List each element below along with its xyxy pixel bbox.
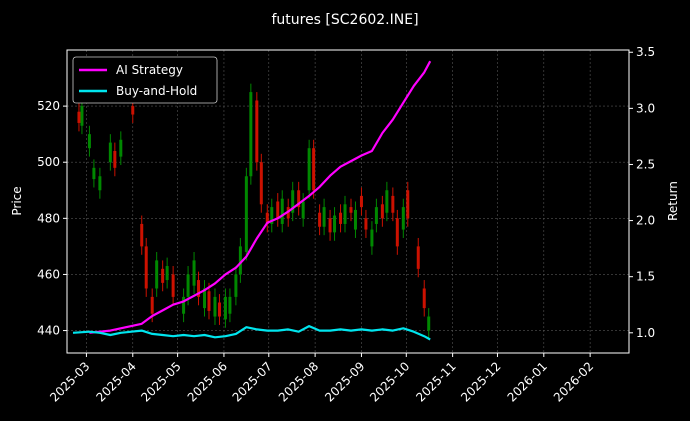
candle-body xyxy=(427,316,431,331)
candle-body xyxy=(391,195,395,213)
y2-tick-label: 2.5 xyxy=(636,157,655,171)
candle-body xyxy=(238,246,242,275)
candle-body xyxy=(92,167,96,180)
candle-body xyxy=(255,100,259,163)
candle-body xyxy=(87,134,91,149)
candle-body xyxy=(186,274,190,297)
candle-body xyxy=(270,207,274,224)
candle-body xyxy=(150,296,154,314)
candle-body xyxy=(401,207,405,230)
candle-body xyxy=(380,204,384,219)
candle-body xyxy=(406,190,410,219)
candle-body xyxy=(108,142,112,163)
candle-body xyxy=(297,190,301,208)
candle-body xyxy=(312,148,316,191)
y2-tick-label: 3.0 xyxy=(636,101,655,115)
y2-axis-title: Return xyxy=(666,181,680,221)
candle-body xyxy=(307,148,311,191)
candle-body xyxy=(291,190,295,213)
candle-body xyxy=(203,288,207,309)
y-axis-title: Price xyxy=(10,186,24,215)
legend-box xyxy=(72,56,218,104)
y2-tick-label: 1.5 xyxy=(636,270,655,284)
candle-body xyxy=(207,291,211,311)
candle-body xyxy=(359,195,363,208)
candle-body xyxy=(353,209,357,230)
legend: AI Strategy Buy-and-Hold xyxy=(72,56,218,104)
candle-body xyxy=(213,296,217,317)
candle-body xyxy=(385,190,389,213)
candle-body xyxy=(416,246,420,269)
candle-body xyxy=(318,212,322,227)
y-tick-label: 520 xyxy=(37,99,60,113)
candle-body xyxy=(276,201,280,219)
candle-body xyxy=(165,266,169,281)
y2-tick-label: 3.5 xyxy=(636,45,655,59)
y-tick-label: 500 xyxy=(37,155,60,169)
candle-body xyxy=(161,268,165,283)
y-tick-label: 460 xyxy=(37,267,60,281)
plot-frame xyxy=(66,49,630,354)
candle-body xyxy=(113,151,117,168)
candle-body xyxy=(171,274,175,297)
legend-buy-and-hold-label: Buy-and-Hold xyxy=(116,84,197,98)
candle-body xyxy=(244,176,248,252)
candle-body xyxy=(197,280,201,297)
candle-body xyxy=(131,106,135,115)
y2-tick-label: 2.0 xyxy=(636,214,655,228)
candle-body xyxy=(349,207,353,213)
candle-body xyxy=(280,198,284,224)
candle-body xyxy=(98,176,102,191)
candle-body xyxy=(140,223,144,247)
legend-ai-strategy-label: AI Strategy xyxy=(116,63,183,77)
candle-body xyxy=(339,212,343,224)
candle-body xyxy=(249,92,253,177)
candle-body xyxy=(265,212,269,224)
candle-body xyxy=(182,296,186,314)
candle-body xyxy=(192,260,196,286)
candle-body xyxy=(328,218,332,233)
candle-body xyxy=(374,207,378,224)
ai-strategy-line xyxy=(89,60,432,334)
chart-title: futures [SC2602.INE] xyxy=(271,12,418,28)
candle-body xyxy=(333,215,337,233)
candle-body xyxy=(370,229,374,247)
buy-and-hold-line xyxy=(72,325,431,341)
y-axis-right: 1.0 1.5 2.0 2.5 3.0 3.5 xyxy=(629,45,655,340)
candle-body xyxy=(119,139,123,157)
candle-body xyxy=(228,296,232,314)
candle-body xyxy=(395,218,399,247)
candle-body xyxy=(259,162,263,205)
line-layer xyxy=(72,60,432,341)
candle-body xyxy=(223,296,227,320)
candle-body xyxy=(343,204,347,224)
candle-body xyxy=(234,274,238,297)
y-axis-left: 440 460 480 500 520 xyxy=(37,99,67,338)
candle-body xyxy=(155,260,159,289)
y2-tick-label: 1.0 xyxy=(636,326,655,340)
y-tick-label: 440 xyxy=(37,324,60,338)
candle-body xyxy=(422,288,426,309)
candle-body xyxy=(322,207,326,227)
candle-body xyxy=(77,111,81,123)
candle-body xyxy=(144,246,148,289)
candle-body xyxy=(364,218,368,230)
candle-body xyxy=(217,302,221,317)
y-tick-label: 480 xyxy=(37,211,60,225)
candle-body xyxy=(301,201,305,219)
candle-body xyxy=(80,106,84,126)
